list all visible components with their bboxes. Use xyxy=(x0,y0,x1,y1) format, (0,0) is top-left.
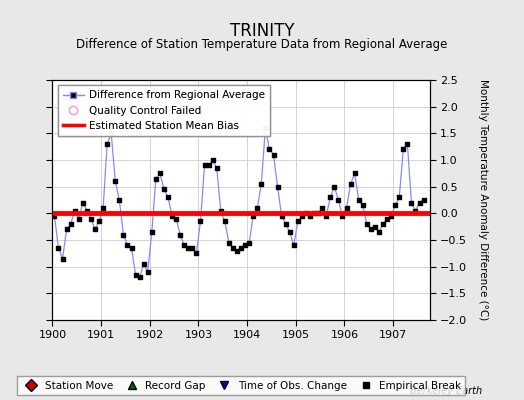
Point xyxy=(257,181,266,187)
Point xyxy=(184,245,192,251)
Point xyxy=(74,216,83,222)
Point xyxy=(290,242,298,248)
Point xyxy=(54,245,63,251)
Point xyxy=(269,152,278,158)
Point xyxy=(302,210,310,216)
Point xyxy=(277,213,286,219)
Point xyxy=(83,208,91,214)
Point xyxy=(399,146,408,152)
Point xyxy=(407,200,416,206)
Point xyxy=(95,218,103,224)
Point xyxy=(209,157,217,163)
Point xyxy=(379,221,387,227)
Point xyxy=(216,208,225,214)
Point xyxy=(135,274,144,280)
Point xyxy=(160,186,168,192)
Point xyxy=(265,146,274,152)
Point xyxy=(127,245,136,251)
Point xyxy=(144,269,152,275)
Point xyxy=(67,221,75,227)
Point xyxy=(367,226,375,232)
Point xyxy=(196,218,205,224)
Point xyxy=(115,197,124,203)
Point xyxy=(411,208,420,214)
Point xyxy=(151,176,160,182)
Point xyxy=(50,213,59,219)
Point xyxy=(91,226,99,232)
Point xyxy=(318,205,326,211)
Point xyxy=(200,162,209,168)
Point xyxy=(395,194,403,200)
Point xyxy=(213,165,221,171)
Point xyxy=(334,197,343,203)
Point xyxy=(107,130,115,136)
Point xyxy=(180,242,189,248)
Legend: Difference from Regional Average, Quality Control Failed, Estimated Station Mean: Difference from Regional Average, Qualit… xyxy=(58,85,270,136)
Point xyxy=(358,202,367,208)
Point xyxy=(314,210,322,216)
Text: Difference of Station Temperature Data from Regional Average: Difference of Station Temperature Data f… xyxy=(77,38,447,51)
Point xyxy=(148,229,156,235)
Point xyxy=(241,242,249,248)
Point xyxy=(111,178,119,184)
Text: Berkeley Earth: Berkeley Earth xyxy=(410,386,482,396)
Point xyxy=(119,232,127,238)
Point xyxy=(298,213,306,219)
Point xyxy=(306,213,314,219)
Point xyxy=(274,184,282,190)
Point xyxy=(204,162,213,168)
Point xyxy=(99,205,107,211)
Point xyxy=(330,184,339,190)
Point xyxy=(71,208,79,214)
Point xyxy=(403,141,411,147)
Point xyxy=(355,197,363,203)
Y-axis label: Monthly Temperature Anomaly Difference (°C): Monthly Temperature Anomaly Difference (… xyxy=(478,79,488,321)
Point xyxy=(188,245,196,251)
Point xyxy=(326,194,334,200)
Point xyxy=(249,213,257,219)
Point xyxy=(168,213,176,219)
Legend: Station Move, Record Gap, Time of Obs. Change, Empirical Break: Station Move, Record Gap, Time of Obs. C… xyxy=(17,376,465,395)
Point xyxy=(253,205,261,211)
Point xyxy=(281,221,290,227)
Point xyxy=(156,170,164,176)
Point xyxy=(391,202,399,208)
Point xyxy=(221,218,229,224)
Point xyxy=(342,205,351,211)
Point xyxy=(164,194,172,200)
Point xyxy=(87,216,95,222)
Point xyxy=(370,224,379,230)
Point xyxy=(245,240,254,246)
Point xyxy=(103,141,112,147)
Point xyxy=(62,226,71,232)
Point xyxy=(139,261,148,267)
Text: TRINITY: TRINITY xyxy=(230,22,294,40)
Point xyxy=(233,248,241,254)
Point xyxy=(58,256,67,262)
Point xyxy=(339,213,347,219)
Point xyxy=(293,218,302,224)
Point xyxy=(79,200,87,206)
Point xyxy=(346,181,355,187)
Point xyxy=(172,216,180,222)
Point xyxy=(351,170,359,176)
Point xyxy=(237,245,245,251)
Point xyxy=(310,210,318,216)
Point xyxy=(192,250,201,256)
Point xyxy=(387,213,395,219)
Point xyxy=(286,229,294,235)
Point xyxy=(363,221,371,227)
Point xyxy=(322,213,331,219)
Point xyxy=(261,125,269,131)
Point xyxy=(225,240,233,246)
Point xyxy=(419,197,428,203)
Point xyxy=(416,200,424,206)
Point xyxy=(375,229,383,235)
Point xyxy=(228,245,237,251)
Point xyxy=(176,232,184,238)
Point xyxy=(123,242,132,248)
Point xyxy=(132,272,140,278)
Point xyxy=(383,216,391,222)
